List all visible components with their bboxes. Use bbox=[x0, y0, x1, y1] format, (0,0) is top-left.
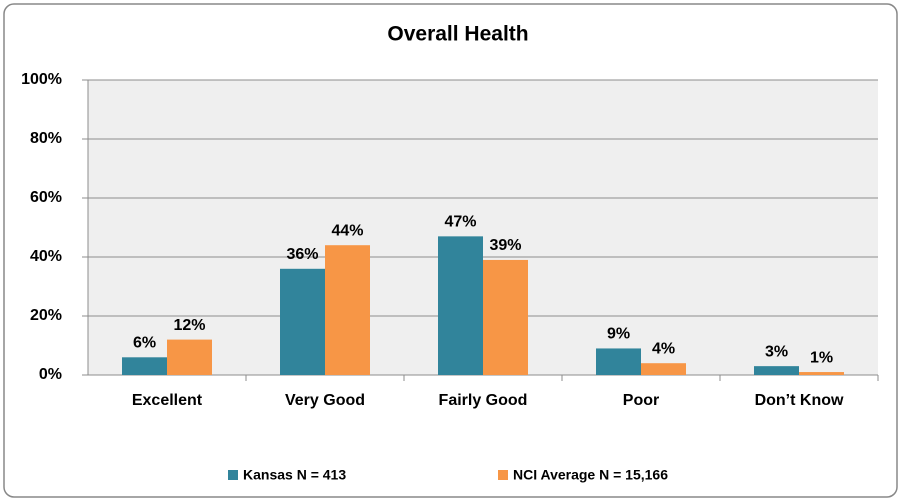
bar bbox=[483, 259, 528, 375]
bar bbox=[799, 372, 844, 375]
bar bbox=[167, 339, 212, 375]
bar bbox=[754, 366, 799, 375]
legend-swatch bbox=[498, 470, 508, 480]
data-label: 6% bbox=[133, 335, 156, 352]
legend-swatch bbox=[228, 470, 238, 480]
bar bbox=[438, 236, 483, 375]
x-tick-label: Poor bbox=[623, 392, 659, 409]
data-label: 4% bbox=[652, 340, 675, 357]
bar bbox=[280, 268, 325, 375]
data-label: 9% bbox=[607, 326, 630, 343]
y-tick-label: 60% bbox=[30, 189, 62, 206]
x-tick-label: Fairly Good bbox=[439, 392, 528, 409]
bar bbox=[122, 357, 167, 375]
data-label: 3% bbox=[765, 343, 788, 360]
y-tick-label: 20% bbox=[30, 307, 62, 324]
data-label: 47% bbox=[444, 214, 476, 231]
legend-label: Kansas N = 413 bbox=[243, 467, 346, 483]
data-label: 39% bbox=[489, 237, 521, 254]
bar bbox=[596, 348, 641, 375]
y-tick-label: 100% bbox=[21, 71, 62, 88]
bar bbox=[325, 245, 370, 375]
data-label: 1% bbox=[810, 349, 833, 366]
legend-label: NCI Average N = 15,166 bbox=[513, 467, 668, 483]
x-tick-label: Don’t Know bbox=[755, 392, 844, 409]
y-tick-label: 40% bbox=[30, 248, 62, 265]
data-label: 12% bbox=[173, 317, 205, 334]
data-label: 36% bbox=[286, 246, 318, 263]
chart-title: Overall Health bbox=[387, 23, 528, 46]
data-label: 44% bbox=[331, 222, 363, 239]
x-tick-label: Very Good bbox=[285, 392, 365, 409]
y-tick-label: 80% bbox=[30, 130, 62, 147]
y-tick-label: 0% bbox=[39, 366, 62, 383]
bar bbox=[641, 363, 686, 375]
x-tick-label: Excellent bbox=[132, 392, 203, 409]
